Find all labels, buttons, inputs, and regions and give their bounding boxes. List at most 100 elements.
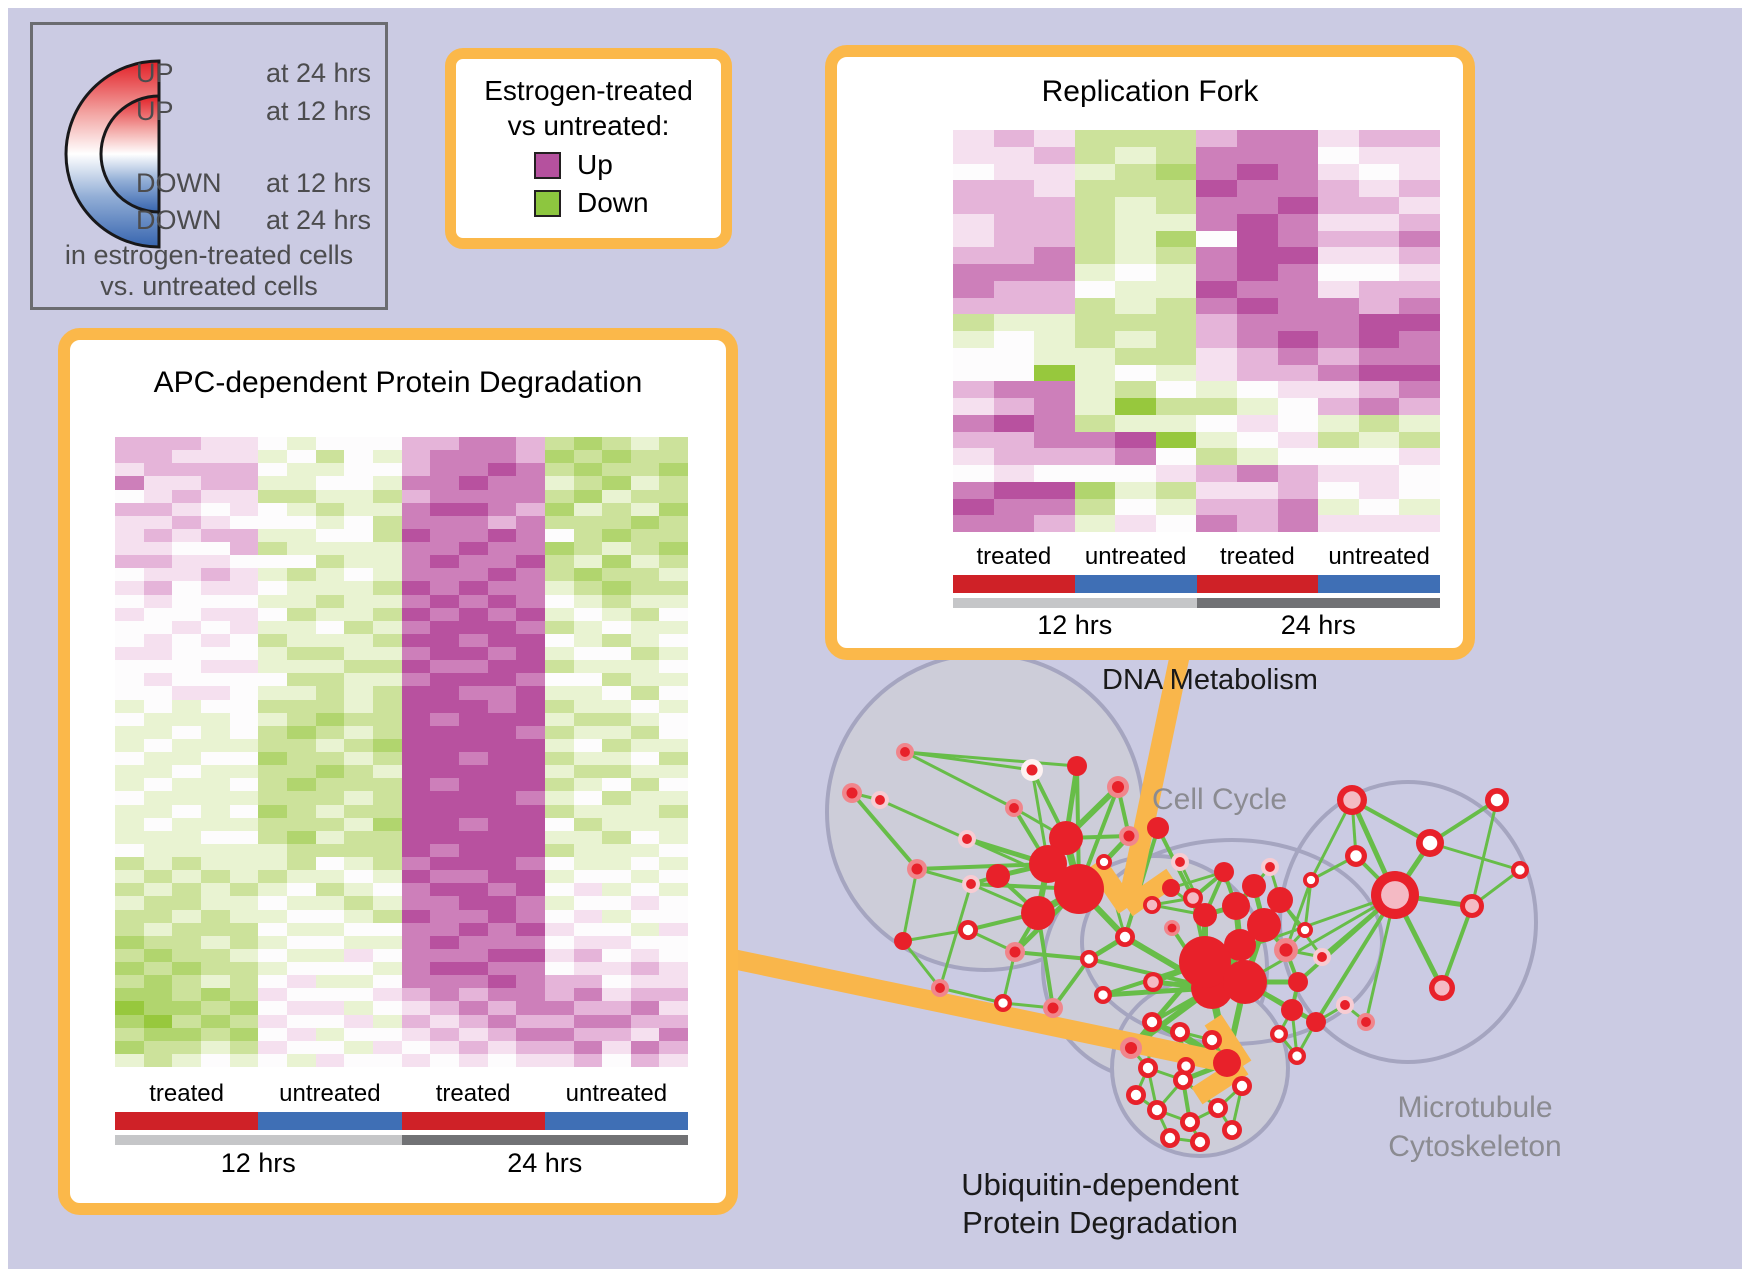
overlap-caption-line1: in estrogen-treated cells (64, 240, 354, 270)
rf-column-labels: treated untreated treated untreated (953, 543, 1440, 571)
apc-panel: APC-dependent Protein Degradation treate… (58, 328, 738, 1215)
network-node-core (1350, 850, 1362, 862)
estrogen-legend-title-line2: vs untreated: (507, 110, 670, 141)
network-edge (904, 750, 1015, 810)
network-edge (879, 798, 968, 841)
network-node-core (1184, 1116, 1196, 1128)
network-edge (1303, 879, 1313, 931)
network-node (1067, 756, 1087, 776)
network-node (1179, 936, 1231, 988)
down-12-label: DOWN (136, 168, 222, 198)
network-edge (1314, 893, 1397, 1024)
apc-12hrs-label: 12 hrs (220, 1148, 296, 1178)
rf-col-label: treated (1220, 543, 1295, 570)
network-node-core (1175, 857, 1185, 867)
apc-col-label: treated (435, 1080, 511, 1107)
network-node (1049, 821, 1083, 855)
apc-heatmap (115, 437, 689, 1067)
network-node-core (1142, 1062, 1154, 1074)
dna-metabolism-label: DNA Metabolism (1102, 664, 1318, 696)
network-node (1214, 862, 1234, 882)
network-node-core (1265, 862, 1275, 872)
rf-col-label: treated (976, 543, 1052, 570)
ubiquitin-degradation-label: Ubiquitin-dependent Protein Degradation (961, 1167, 1239, 1240)
rf-time-labels: 12 hrs 24 hrs (953, 610, 1440, 641)
network-node-core (1146, 1016, 1158, 1028)
network-node-core (1490, 793, 1504, 807)
network-edge (916, 862, 1049, 871)
network-node (1247, 908, 1281, 942)
apc-col-label: untreated (565, 1080, 668, 1107)
network-node-core (1300, 925, 1310, 935)
network-node-core (1130, 1089, 1142, 1101)
network-edge (939, 986, 1004, 1005)
network-node-core (1009, 946, 1021, 958)
pathway-network-svg (725, 637, 1538, 1158)
apc-24hrs-label: 24 hrs (507, 1148, 583, 1178)
network-edge (1284, 879, 1313, 951)
rf-time-bar (953, 598, 1440, 608)
network-edge (1051, 957, 1091, 1010)
figure-canvas: UP at 24 hrs UP at 12 hrs DOWN at 12 hrs… (8, 8, 1742, 1269)
network-node-core (1279, 943, 1293, 957)
legend-item-up: Up (534, 149, 721, 181)
overlap-circles-icon (64, 59, 161, 249)
network-node-core (962, 924, 974, 936)
network-node-core (1343, 791, 1361, 809)
rf-12hrs-label: 12 hrs (1037, 610, 1113, 640)
network-node-core (1151, 1104, 1163, 1116)
replication-fork-heatmap (953, 130, 1440, 532)
network-edge (1440, 905, 1474, 989)
network-node-core (1381, 881, 1409, 909)
up-12-label: UP (136, 96, 174, 126)
network-node (1306, 1012, 1326, 1032)
network-edge (1429, 841, 1521, 872)
network-node-core (846, 787, 858, 799)
link-arrow-head (1087, 857, 1136, 914)
estrogen-legend-title-line1: Estrogen-treated (484, 75, 693, 106)
down-12-time: at 12 hrs (266, 168, 372, 198)
network-node-core (935, 983, 945, 993)
network-node-core (1177, 1074, 1189, 1086)
network-node-core (1515, 865, 1525, 875)
network-node (1054, 864, 1104, 914)
legend-item-down: Down (534, 187, 721, 219)
network-node-core (998, 998, 1008, 1008)
up-24-label: UP (136, 58, 174, 88)
network-node (1281, 999, 1303, 1021)
network-node-core (1194, 1136, 1206, 1148)
network-node-core (875, 795, 885, 805)
network-node-core (1274, 1029, 1284, 1039)
apc-column-labels: treated untreated treated untreated (115, 1080, 688, 1108)
network-node-core (1124, 1041, 1138, 1055)
apc-time-bar (115, 1135, 688, 1145)
rf-24hrs-label: 24 hrs (1280, 610, 1356, 640)
network-node-core (1317, 952, 1327, 962)
link-arrow-shaft (1117, 637, 1193, 911)
rf-treatment-bar (953, 575, 1440, 593)
network-node-core (1026, 764, 1038, 776)
up-12-time: at 12 hrs (266, 96, 372, 126)
network-node (894, 932, 912, 950)
network-node-core (1164, 1132, 1176, 1144)
network-edge (1014, 950, 1090, 961)
network-node-core (1123, 830, 1135, 842)
down-24-label: DOWN (136, 205, 222, 235)
network-node (986, 864, 1010, 888)
network-node-core (1206, 1034, 1218, 1046)
network-node-core (1226, 1124, 1238, 1136)
network-node-core (1422, 835, 1438, 851)
apc-title: APC-dependent Protein Degradation (153, 366, 643, 399)
microtubule-cytoskeleton-label: Microtubule Cytoskeleton (1388, 1091, 1562, 1163)
network-node-core (911, 863, 923, 875)
network-node (1222, 892, 1250, 920)
network-node (1223, 960, 1267, 1004)
network-edge (901, 940, 942, 989)
overlap-caption-line2: vs. untreated cells (100, 271, 318, 301)
down-24-time: at 24 hrs (266, 205, 372, 235)
network-node-core (1174, 1026, 1186, 1038)
network-edge (1244, 893, 1396, 984)
overlap-legend-box: UP at 24 hrs UP at 12 hrs DOWN at 12 hrs… (30, 22, 388, 310)
apc-col-label: treated (149, 1080, 224, 1107)
network-node-core (1292, 1051, 1302, 1061)
